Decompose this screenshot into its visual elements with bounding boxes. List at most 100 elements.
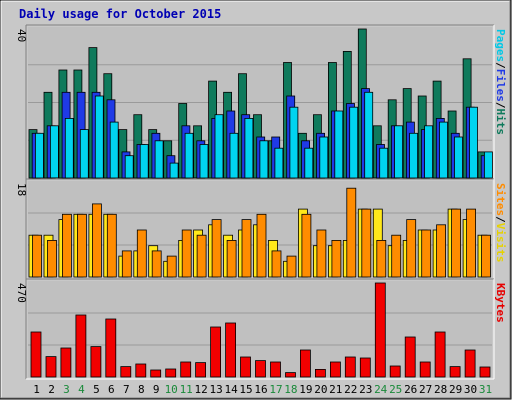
x-tick-label-day-19: 19 [299,383,312,396]
chart-title: Daily usage for October 2015 [19,7,221,21]
bar-kbytes-day-16 [255,360,266,378]
bar-sites-day-3 [62,213,72,278]
x-tick-label-day-13: 13 [209,383,222,396]
bar-kbytes-day-10 [165,368,177,378]
bar-kbytes-day-2 [45,356,57,378]
x-tick-label-day-17: 17 [269,383,282,396]
bar-pages-day-16 [259,140,269,179]
bar-pages-day-15 [244,118,254,179]
bar-kbytes-day-6 [105,318,117,378]
bar-pages-day-18 [289,106,299,179]
bar-kbytes-day-29 [449,366,461,378]
bar-sites-day-6 [106,213,117,278]
bar-pages-day-22 [349,106,359,179]
bar-sites-day-14 [226,239,237,278]
bar-kbytes-day-17 [270,361,281,378]
x-tick-label-day-22: 22 [344,383,357,396]
bar-pages-day-28 [439,121,448,179]
bar-kbytes-day-25 [389,365,401,378]
bar-sites-day-25 [391,234,402,278]
series-label-part: Sites [494,183,507,216]
bar-kbytes-day-19 [299,349,311,378]
series-label-hits: Pages/Files/Hits [494,29,507,135]
x-tick-label-day-29: 29 [449,383,462,396]
series-label-part: / [494,62,507,69]
series-label-part: Hits [494,109,507,136]
bar-kbytes-day-1 [30,331,42,378]
bar-kbytes-day-3 [60,347,72,378]
x-tick-label-day-20: 20 [314,383,327,396]
bar-pages-day-26 [409,132,419,179]
bar-sites-day-27 [421,229,432,278]
bar-kbytes-day-20 [314,368,326,378]
bar-pages-day-24 [379,147,389,179]
bar-pages-day-20 [319,136,329,179]
bar-pages-day-30 [469,106,478,179]
x-tick-label-day-6: 6 [108,383,115,396]
x-tick-label-day-12: 12 [194,383,207,396]
bar-pages-day-4 [79,129,89,179]
bar-sites-day-22 [346,187,357,278]
bar-kbytes-day-13 [210,326,222,378]
bar-kbytes-day-21 [329,361,341,378]
bar-kbytes-day-7 [120,366,132,378]
series-label-kbytes: KBytes [494,283,507,323]
x-tick-label-day-3: 3 [63,383,70,396]
bar-sites-day-8 [136,229,147,278]
panel-hits: 40 Pages/Files/Hits [15,24,507,181]
bar-sites-day-5 [92,203,102,278]
x-tick-label-day-18: 18 [284,383,297,396]
bar-pages-day-8 [139,144,149,179]
x-tick-label-day-1: 1 [33,383,40,396]
bar-sites-day-20 [316,229,327,278]
x-tick-label-day-15: 15 [239,383,252,396]
bar-sites-day-18 [286,255,297,278]
bar-kbytes-day-11 [180,361,192,378]
x-tick-label-day-28: 28 [434,383,447,396]
bar-sites-day-16 [256,213,267,278]
bar-kbytes-day-8 [135,363,147,378]
x-tick-label-day-9: 9 [153,383,160,396]
bar-kbytes-day-5 [90,346,102,378]
bar-pages-day-1 [35,132,44,179]
bar-sites-day-29 [451,208,462,278]
x-tick-label-day-24: 24 [374,383,388,396]
bar-sites-day-1 [32,234,42,278]
bar-pages-day-23 [364,91,374,179]
bar-kbytes-day-31 [479,366,491,378]
x-tick-label-day-30: 30 [464,383,477,396]
bar-sites-day-10 [166,255,177,278]
x-tick-label-day-2: 2 [48,383,55,396]
y-axis-max-label-hits: 40 [15,29,28,42]
bar-pages-day-10 [169,162,179,179]
x-tick-label-day-11: 11 [180,383,193,396]
bar-kbytes-day-14 [225,322,237,378]
bar-kbytes-day-4 [75,314,87,378]
bar-pages-day-27 [424,125,434,179]
bar-kbytes-day-15 [240,356,251,378]
bar-sites-day-31 [481,234,491,278]
bar-sites-day-4 [77,213,87,278]
x-tick-label-day-4: 4 [78,383,85,396]
panel-visits: 18 Sites/Visits [15,178,507,280]
bar-pages-day-12 [199,144,209,179]
x-tick-label-day-23: 23 [359,383,372,396]
series-label-part: Visits [494,223,507,263]
bar-kbytes-day-23 [359,357,371,378]
series-label-part: / [494,216,507,223]
bar-sites-day-19 [301,213,312,278]
x-tick-label-day-25: 25 [389,383,402,396]
x-tick-label-day-10: 10 [165,383,178,396]
x-tick-label-day-26: 26 [404,383,417,396]
bar-sites-day-12 [196,234,207,278]
bar-pages-day-29 [454,136,463,179]
bar-sites-day-11 [181,229,192,278]
bar-pages-day-31 [483,151,493,179]
bar-sites-day-2 [47,239,57,278]
bar-sites-day-24 [376,239,387,278]
bar-pages-day-5 [94,95,104,179]
bar-pages-day-13 [214,114,224,179]
x-tick-label-day-8: 8 [138,383,145,396]
bar-kbytes-day-12 [195,362,207,378]
